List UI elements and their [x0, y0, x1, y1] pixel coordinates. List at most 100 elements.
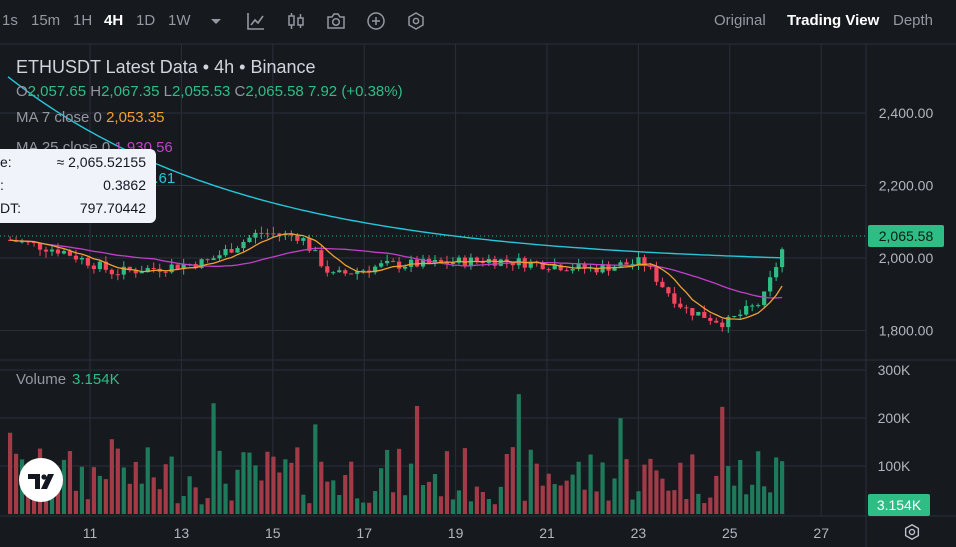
candle-body — [720, 322, 725, 328]
volume-bar — [456, 490, 462, 514]
candle-body — [744, 305, 749, 315]
volume-bar — [79, 466, 85, 514]
legend-separator: • — [239, 57, 246, 77]
volume-bar — [498, 486, 503, 514]
volume-bar — [504, 454, 509, 514]
date-tick-label: 15 — [265, 525, 281, 541]
volume-bar — [492, 504, 497, 514]
view-original[interactable]: Original — [714, 12, 766, 29]
date-tick-label: 11 — [83, 525, 98, 541]
candle-body — [636, 257, 641, 264]
date-tick-label: 25 — [722, 525, 738, 541]
view-depth[interactable]: Depth — [893, 12, 934, 29]
volume-bar — [55, 491, 61, 514]
candle-body — [666, 287, 671, 294]
price-tick-label: 2,400.00 — [879, 105, 934, 121]
volume-bar — [223, 483, 228, 514]
candle-body — [768, 277, 773, 292]
chart-settings-icon[interactable] — [902, 522, 922, 542]
volume-bar — [391, 492, 396, 514]
chevron-down-icon[interactable] — [205, 10, 227, 32]
volume-bar — [211, 403, 216, 514]
volume-bar — [468, 501, 474, 514]
candle-body — [726, 316, 731, 328]
volume-bar — [666, 490, 671, 514]
candle-body — [456, 257, 462, 263]
volume-bar — [349, 461, 354, 514]
candle-body — [756, 305, 761, 307]
volume-bar — [115, 448, 120, 514]
candle-body — [295, 235, 300, 241]
volume-bar — [103, 479, 108, 514]
volume-bar — [85, 499, 90, 514]
tooltip-row: e: ≈ 2,065.52155 — [0, 154, 146, 170]
volume-bar — [235, 469, 240, 514]
settings-hex-icon[interactable] — [405, 10, 427, 32]
exchange-label: Binance — [250, 57, 316, 77]
volume-bar — [438, 496, 444, 514]
ma7-label: MA 7 close 0 — [16, 109, 102, 126]
volume-bar — [570, 474, 575, 514]
volume-bar — [91, 467, 96, 514]
ma7-line — [10, 233, 783, 321]
interval-1h[interactable]: 1H — [73, 12, 93, 29]
volume-bar — [127, 483, 132, 514]
volume-bar — [732, 485, 737, 514]
volume-bar — [343, 475, 348, 514]
candle-body — [361, 270, 366, 272]
candle-body — [678, 303, 683, 308]
candle-type-icon[interactable] — [285, 10, 307, 32]
add-icon[interactable] — [365, 10, 387, 32]
volume-bar — [139, 483, 144, 514]
volume-bar — [361, 502, 366, 514]
volume-bar — [426, 481, 432, 514]
date-tick-label: 23 — [631, 525, 647, 541]
candle-body — [319, 250, 324, 267]
volume-bar — [750, 484, 755, 514]
candle-body — [307, 238, 312, 251]
candle-body — [109, 269, 114, 275]
candle-body — [780, 249, 785, 268]
candle-body — [558, 264, 563, 271]
candle-body — [552, 264, 557, 270]
volume-bar — [253, 465, 258, 514]
candle-body — [564, 270, 569, 272]
camera-icon[interactable] — [325, 10, 347, 32]
candle-body — [235, 248, 240, 253]
candle-body — [151, 268, 156, 270]
candle-body — [19, 241, 25, 243]
close-value: 2,065.58 — [245, 83, 304, 100]
volume-bar — [385, 449, 390, 514]
volume-bar — [684, 498, 689, 514]
chart-title: ETHUSDT Latest Data • 4h • Binance — [16, 57, 316, 78]
candle-body — [684, 307, 689, 309]
interval-4h[interactable]: 4H — [104, 12, 124, 29]
volume-bar — [576, 461, 581, 514]
volume-bar — [660, 478, 665, 514]
volume-bar — [402, 495, 408, 514]
candle-body — [594, 267, 599, 273]
candle-body — [49, 249, 55, 252]
volume-bar — [367, 502, 372, 514]
interval-1s[interactable]: 1s — [2, 12, 18, 29]
interval-15m[interactable]: 15m — [31, 12, 61, 29]
last-volume-tag: 3.154K — [868, 494, 930, 516]
tooltip-row: :0.3862 — [0, 177, 146, 193]
interval-1w[interactable]: 1W — [168, 12, 191, 29]
candlesticks — [8, 226, 785, 333]
indicators-icon[interactable] — [245, 10, 267, 32]
candle-body — [349, 273, 354, 275]
symbol-name: ETHUSDT Latest Data — [16, 57, 198, 77]
tooltip-row: DT: 797.70442 — [0, 200, 146, 216]
candle-body — [139, 272, 144, 274]
candle-body — [492, 258, 497, 266]
candle-body — [654, 266, 659, 282]
interval-1d[interactable]: 1D — [136, 12, 156, 29]
volume-bar — [582, 489, 587, 514]
volume-bar — [13, 453, 19, 514]
volume-bar — [43, 493, 49, 514]
volume-bar — [414, 405, 420, 514]
view-trading-view[interactable]: Trading View — [787, 12, 880, 29]
candle-body — [331, 272, 336, 274]
